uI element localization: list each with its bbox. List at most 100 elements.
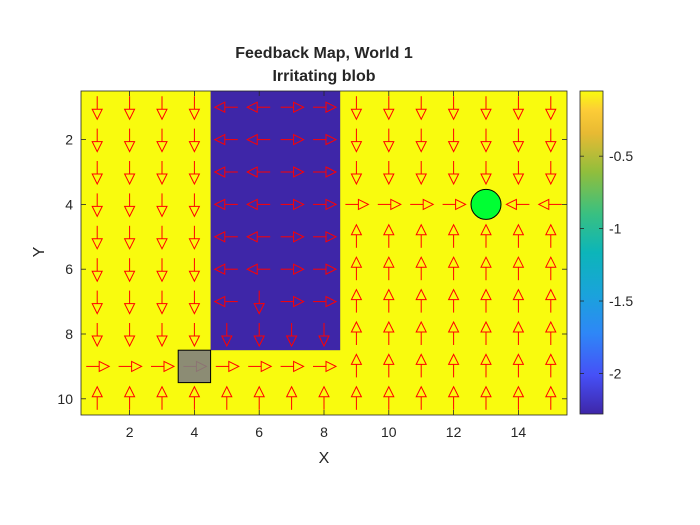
- feedback-arrow: [544, 320, 557, 345]
- feedback-arrow: [512, 161, 525, 186]
- feedback-arrow: [350, 128, 363, 153]
- feedback-arrow: [313, 166, 338, 178]
- feedback-arrow: [213, 263, 238, 276]
- feedback-arrow: [415, 385, 428, 410]
- feedback-arrow: [188, 193, 201, 218]
- feedback-arrow: [382, 353, 395, 378]
- chart-title: Feedback Map, World 1: [235, 45, 413, 62]
- goal-marker: [470, 188, 502, 220]
- feedback-arrow: [544, 256, 557, 281]
- feedback-arrow: [447, 288, 460, 313]
- feedback-arrow: [280, 230, 305, 243]
- feedback-arrows: [86, 96, 562, 410]
- feedback-arrow: [415, 320, 428, 345]
- x-tick-label: 6: [255, 424, 263, 440]
- feedback-arrow: [156, 258, 168, 283]
- feedback-arrow: [280, 263, 305, 276]
- feedback-arrow: [345, 198, 370, 211]
- feedback-arrow: [415, 288, 428, 313]
- feedback-arrow: [442, 198, 467, 211]
- colorbar-tick-label: -2: [609, 365, 622, 381]
- region-irritating-blob: [210, 91, 341, 351]
- feedback-arrow: [253, 385, 266, 410]
- feedback-arrow: [544, 223, 557, 248]
- x-tick-label: 2: [126, 424, 134, 440]
- feedback-arrow: [246, 230, 271, 243]
- y-tick-label: 10: [57, 391, 73, 407]
- feedback-arrow: [123, 290, 136, 315]
- feedback-arrow: [480, 256, 492, 281]
- feedback-arrow: [480, 161, 492, 186]
- feedback-arrow: [447, 128, 460, 153]
- y-tick-label: 6: [65, 261, 73, 277]
- feedback-arrow: [123, 385, 136, 410]
- feedback-arrow: [188, 225, 201, 250]
- feedback-arrow: [415, 128, 428, 153]
- feedback-arrow: [220, 323, 233, 348]
- feedback-arrow: [350, 385, 363, 410]
- x-axis: 2 4 6 8 10 12 14: [126, 91, 527, 440]
- feedback-arrow: [480, 288, 492, 313]
- feedback-arrow: [544, 161, 557, 186]
- markers: [177, 188, 502, 384]
- feedback-arrow: [91, 161, 104, 186]
- feedback-arrow: [480, 96, 492, 121]
- feedback-arrow: [248, 360, 273, 373]
- feedback-arrow: [382, 128, 395, 153]
- y-tick-label: 8: [65, 326, 73, 342]
- y-axis-label: Y: [31, 246, 48, 257]
- feedback-arrow: [156, 193, 168, 218]
- feedback-arrow: [188, 385, 201, 410]
- feedback-arrow: [213, 198, 238, 211]
- feedback-arrow: [480, 223, 492, 248]
- feedback-arrow: [280, 101, 305, 114]
- x-tick-label: 14: [511, 424, 527, 440]
- x-tick-label: 12: [446, 424, 462, 440]
- feedback-arrow: [415, 161, 428, 186]
- feedback-arrow: [382, 385, 395, 410]
- feedback-arrow: [447, 161, 460, 186]
- feedback-arrow: [350, 288, 363, 313]
- colorbar-tick-label: -0.5: [609, 148, 633, 164]
- feedback-arrow: [253, 290, 266, 315]
- feedback-arrow: [480, 385, 492, 410]
- feedback-arrow: [415, 256, 428, 281]
- feedback-arrow: [350, 96, 363, 121]
- feedback-arrow: [512, 288, 525, 313]
- feedback-arrow: [480, 128, 492, 153]
- feedback-arrow: [544, 96, 557, 121]
- feedback-arrow: [213, 133, 238, 146]
- feedback-arrow: [382, 288, 395, 313]
- feedback-arrow: [318, 385, 330, 410]
- feedback-arrow: [350, 256, 363, 281]
- feedback-arrow: [377, 198, 402, 211]
- feedback-arrow: [537, 198, 562, 211]
- feedback-arrow: [123, 161, 136, 186]
- feedback-arrow: [447, 353, 460, 378]
- feedback-arrow: [91, 290, 104, 315]
- feedback-arrow: [382, 223, 395, 248]
- feedback-arrow: [480, 353, 492, 378]
- feedback-arrow: [382, 96, 395, 121]
- feedback-arrow: [188, 128, 201, 153]
- feedback-arrow: [246, 101, 271, 114]
- feedback-arrow: [313, 198, 338, 211]
- feedback-arrow: [415, 353, 428, 378]
- feedback-arrow: [447, 96, 460, 121]
- feedback-arrow: [156, 290, 168, 315]
- colorbar: -0.5 -1 -1.5 -2: [579, 90, 633, 415]
- feedback-arrow: [188, 323, 201, 348]
- x-tick-label: 10: [381, 424, 397, 440]
- feedback-arrow: [512, 385, 525, 410]
- feedback-arrow: [382, 256, 395, 281]
- feedback-arrow: [480, 320, 492, 345]
- feedback-arrow: [313, 360, 338, 373]
- feedback-arrow: [213, 166, 238, 178]
- feedback-arrow: [123, 258, 136, 283]
- feedback-arrow: [91, 193, 104, 218]
- feedback-arrow: [280, 133, 305, 146]
- feedback-arrow: [253, 323, 266, 348]
- feedback-arrow: [505, 198, 530, 211]
- start-marker: [177, 349, 212, 384]
- feedback-arrow: [280, 166, 305, 178]
